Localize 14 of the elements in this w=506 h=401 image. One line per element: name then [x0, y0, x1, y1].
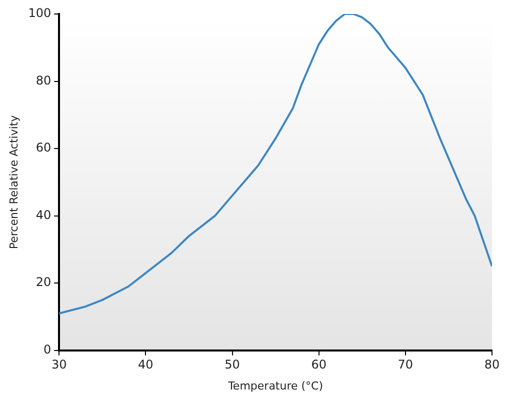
x-tick-label: 60 — [311, 358, 326, 372]
y-tick-label: 60 — [36, 140, 52, 155]
x-tick-label: 40 — [138, 358, 154, 372]
y-tick-label: 80 — [36, 73, 52, 88]
x-tick-label: 50 — [224, 358, 240, 372]
x-axis-title: Temperature (°C) — [227, 379, 324, 392]
y-tick-label: 20 — [36, 275, 52, 290]
x-tick-label: 70 — [398, 358, 414, 372]
x-tick-label: 80 — [484, 358, 500, 372]
x-tick-label: 30 — [51, 358, 67, 372]
y-tick-label: 100 — [28, 6, 52, 20]
y-tick-label: 0 — [43, 342, 52, 357]
y-tick-label: 40 — [36, 208, 52, 222]
y-axis-title: Percent Relative Activity — [7, 114, 20, 250]
